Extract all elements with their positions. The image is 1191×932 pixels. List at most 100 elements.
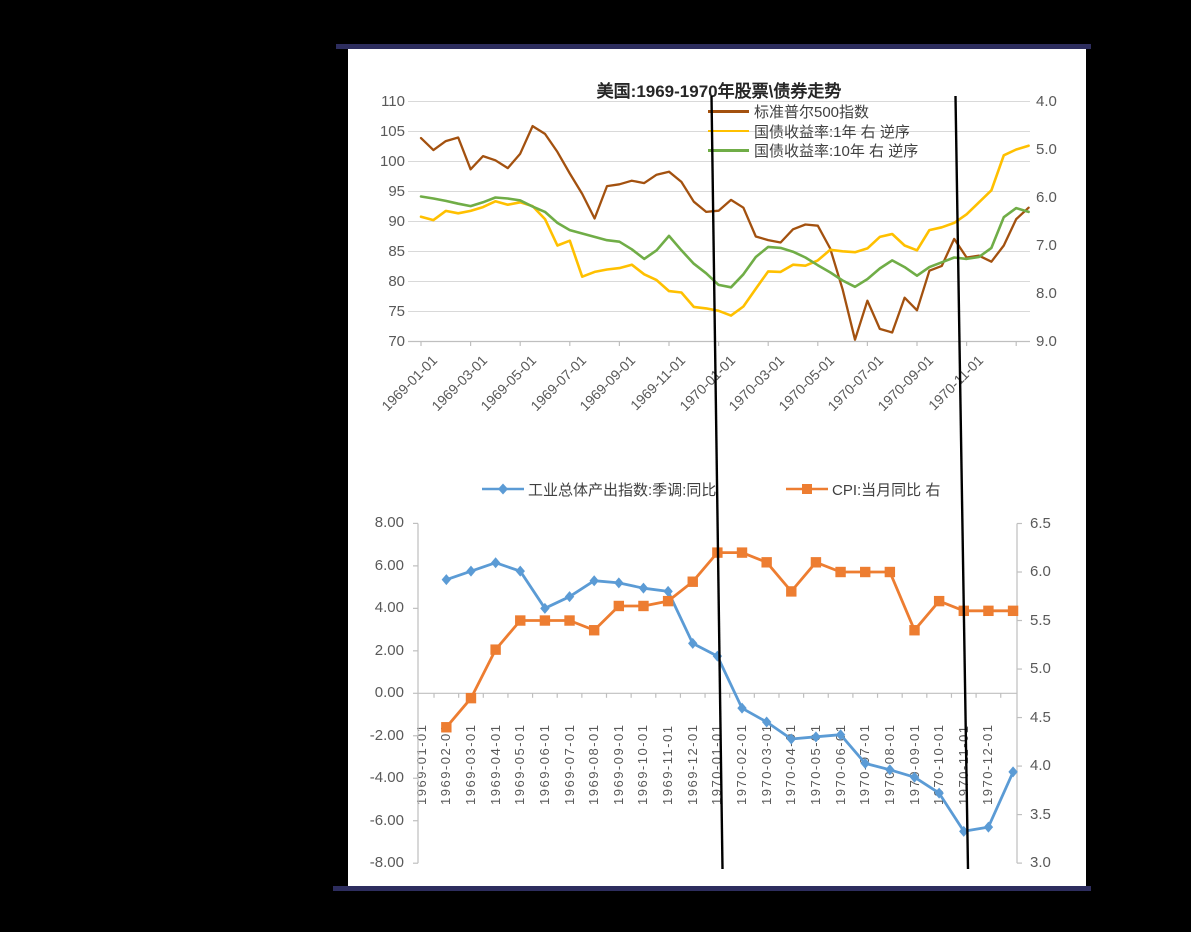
industrial-output-legend-marker-icon: [482, 483, 524, 495]
top-right-axis-tick-label: 9.0: [1036, 332, 1057, 350]
legend-item-10y-yield: 国债收益率:10年 右 逆序: [708, 141, 918, 160]
bottom-left-axis-tick-label: -4.00: [369, 769, 404, 787]
industrial-output-data-point-marker: [663, 585, 673, 597]
sp500-series-line: [419, 124, 1030, 341]
cpi-data-point-marker: [786, 586, 797, 597]
top-left-axis-tick-label: 70: [388, 332, 405, 350]
cpi-data-point-marker: [1007, 605, 1019, 617]
top-left-axis-tick-label: 110: [381, 92, 405, 110]
cpi-data-point-marker: [736, 547, 748, 558]
bottom-right-axis-tick-label: 5.5: [1030, 611, 1051, 629]
top-right-axis-tick-label: 5.0: [1036, 140, 1057, 158]
legend-label-industrial-output: 工业总体产出指数:季调:同比: [528, 481, 717, 499]
legend-label-10y-yield: 国债收益率:10年 右 逆序: [754, 143, 919, 160]
cpi-legend-marker-icon: [786, 484, 828, 494]
cpi-data-point-marker: [515, 615, 526, 626]
cpi-data-point-marker: [490, 644, 501, 655]
cpi-data-point-marker: [687, 576, 698, 587]
one-year-yield-series-line: [419, 144, 1030, 317]
legend-item-industrial-output: 工业总体产出指数:季调:同比: [481, 480, 717, 499]
cpi-data-point-marker: [909, 625, 920, 636]
cpi-data-point-marker: [761, 557, 772, 568]
cpi-data-point-marker: [638, 600, 649, 612]
bottom-left-axis-tick-label: 0.00: [374, 684, 404, 702]
chart-title: 美国:1969-1970年股票\债券走势: [596, 82, 842, 101]
top-right-axis-tick-label: 8.0: [1036, 284, 1057, 302]
bottom-left-axis-tick-label: 8.00: [374, 514, 404, 532]
industrial-output-data-point-marker: [1008, 766, 1018, 778]
legend-label-cpi: CPI:当月同比 右: [832, 481, 941, 499]
industrial-output-data-point-marker: [786, 733, 796, 745]
bottom-right-axis-tick-label: 4.5: [1030, 708, 1051, 726]
industrial-output-data-point-marker: [564, 591, 575, 603]
industrial-output-data-point-marker: [959, 825, 969, 837]
cpi-data-point-marker: [441, 722, 452, 733]
bottom-right-axis-tick-label: 3.5: [1030, 805, 1051, 823]
industrial-output-data-point-marker: [589, 575, 599, 587]
sp500-legend-line-icon: [708, 110, 749, 113]
industrial-output-data-point-marker: [441, 574, 452, 586]
top-right-axis-tick-label: 4.0: [1036, 92, 1057, 110]
cpi-data-point-marker: [835, 566, 846, 578]
top-right-axis-tick-label: 7.0: [1036, 236, 1057, 254]
legend-label-1y-yield: 国债收益率:1年 右 逆序: [754, 123, 910, 141]
cpi-data-point-marker: [983, 605, 994, 617]
top-right-axis-tick-label: 6.0: [1036, 188, 1057, 206]
cpi-data-point-marker: [539, 615, 551, 626]
annotation-vline-1970-11: [954, 95, 970, 870]
cpi-data-point-marker: [588, 625, 600, 636]
legend-item-1y-yield: 国债收益率:1年 右 逆序: [708, 122, 910, 141]
industrial-output-data-point-marker: [983, 821, 994, 833]
cpi-data-point-marker: [860, 566, 871, 578]
industrial-output-data-point-marker: [761, 716, 772, 728]
bottom-left-axis-tick-label: -2.00: [369, 726, 404, 744]
one-year-yield-legend-line-icon: [708, 129, 749, 133]
ten-year-yield-legend-line-icon: [708, 149, 749, 152]
cpi-data-point-marker: [662, 595, 674, 607]
top-left-axis-tick-label: 80: [388, 272, 405, 290]
industrial-output-data-point-marker: [466, 565, 476, 577]
cpi-data-point-marker: [933, 595, 945, 607]
top-left-axis-tick-label: 90: [388, 212, 405, 230]
top-left-axis-tick-label: 85: [388, 242, 405, 260]
bottom-right-axis-tick-label: 5.0: [1030, 660, 1051, 678]
cpi-data-point-marker: [810, 557, 822, 568]
bottom-right-axis-tick-label: 4.0: [1030, 757, 1051, 775]
industrial-output-data-point-marker: [811, 731, 821, 743]
top-left-axis-tick-label: 95: [388, 182, 405, 200]
industrial-output-data-point-marker: [490, 557, 501, 569]
top-left-axis-tick-label: 105: [379, 122, 405, 140]
top-border-rule: [336, 44, 1091, 49]
industrial-output-data-point-marker: [835, 729, 846, 741]
top-left-axis-tick-label: 100: [379, 152, 405, 170]
bottom-right-axis-tick-label: 3.0: [1030, 854, 1051, 872]
industrial-output-data-point-marker: [638, 582, 649, 594]
industrial-output-data-point-marker: [909, 771, 920, 783]
industrial-output-data-point-marker: [885, 764, 895, 776]
industrial-output-data-point-marker: [737, 702, 747, 714]
industrial-output-data-point-marker: [540, 602, 550, 614]
industrial-output-data-point-marker: [934, 787, 944, 799]
bottom-left-axis-tick-label: 6.00: [374, 556, 404, 574]
industrial-output-data-point-marker: [860, 757, 870, 769]
bottom-left-axis-tick-label: 4.00: [374, 599, 404, 617]
industrial-output-data-point-marker: [515, 565, 525, 577]
industrial-output-series-line: [445, 561, 1015, 833]
bottom-right-axis-tick-label: 6.5: [1030, 514, 1051, 532]
cpi-data-point-marker: [564, 615, 575, 626]
bottom-right-axis-tick-label: 6.0: [1030, 563, 1051, 580]
legend-item-cpi: CPI:当月同比 右: [785, 480, 941, 499]
industrial-output-data-point-marker: [688, 637, 698, 649]
cpi-data-point-marker: [613, 600, 625, 612]
legend-item-sp500: 标准普尔500指数: [708, 102, 869, 121]
bottom-border-rule: [333, 886, 1091, 891]
bottom-left-axis-tick-label: -8.00: [369, 854, 404, 872]
bottom-left-axis-tick-label: -6.00: [369, 811, 404, 829]
bottom-left-axis-tick-label: 2.00: [374, 641, 404, 659]
ten-year-yield-series-line: [419, 195, 1030, 289]
legend-label-sp500: 标准普尔500指数: [754, 104, 870, 121]
cpi-data-point-marker: [884, 566, 896, 578]
industrial-output-data-point-marker: [614, 577, 624, 589]
